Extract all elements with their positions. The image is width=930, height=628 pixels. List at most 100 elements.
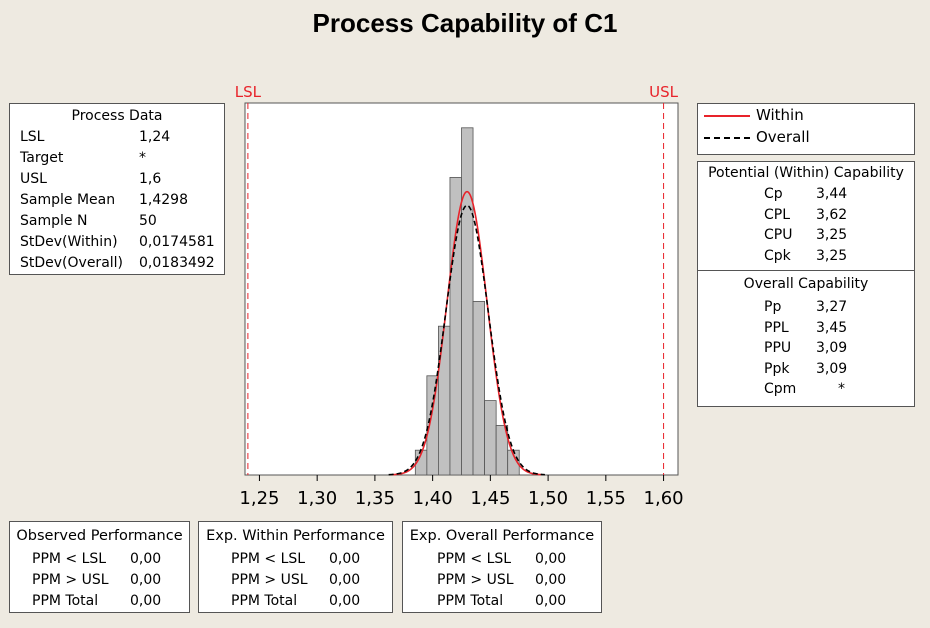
capability-panel: Potential (Within) Capability Cp 3,44 CPL… bbox=[697, 161, 915, 407]
observed-row: PPM < LSL 0,00 bbox=[10, 549, 189, 570]
exp-within-row: PPM > USL 0,00 bbox=[199, 570, 392, 591]
spec-limits: LSL USL bbox=[235, 83, 679, 475]
process-data-row: LSL 1,24 bbox=[10, 127, 224, 148]
overall-label: PPL bbox=[764, 319, 789, 336]
exp-within-value: 0,00 bbox=[329, 551, 361, 567]
potential-label: CPL bbox=[764, 206, 791, 223]
observed-value: 0,00 bbox=[130, 572, 162, 588]
overall-line-swatch bbox=[704, 137, 750, 139]
process-data-value: 1,24 bbox=[139, 129, 171, 145]
exp-overall-label: PPM < LSL bbox=[437, 551, 512, 567]
overall-label: Pp bbox=[764, 299, 782, 315]
overall-value: 3,27 bbox=[816, 299, 848, 315]
x-tick-label: 1,25 bbox=[239, 488, 279, 509]
legend: Within Overall bbox=[697, 103, 915, 155]
potential-row: Cpk 3,25 bbox=[698, 246, 914, 267]
exp-within-value: 0,00 bbox=[329, 572, 361, 588]
process-data-row: USL 1,6 bbox=[10, 169, 224, 190]
process-data-row: StDev(Within) 0,0174581 bbox=[10, 232, 224, 253]
overall-value: 3,09 bbox=[816, 340, 848, 356]
exp-within-label: PPM < LSL bbox=[231, 551, 306, 567]
exp-within-label: PPM Total bbox=[231, 593, 298, 609]
usl-label: USL bbox=[649, 83, 679, 101]
exp-overall-performance-header: Exp. Overall Performance bbox=[409, 528, 595, 544]
potential-value: 3,25 bbox=[816, 227, 848, 243]
process-data-row: Sample N 50 bbox=[10, 211, 224, 232]
histogram-bar bbox=[461, 127, 474, 476]
potential-row: CPL 3,62 bbox=[698, 205, 914, 226]
exp-overall-row: PPM > USL 0,00 bbox=[403, 570, 601, 591]
histogram-bars bbox=[414, 127, 520, 476]
potential-label: Cpk bbox=[764, 247, 791, 264]
overall-row: Ppk 3,09 bbox=[698, 359, 914, 380]
process-data-value: 0,0174581 bbox=[139, 234, 215, 250]
process-data-label: StDev(Overall) bbox=[20, 255, 124, 271]
process-data-value: * bbox=[139, 150, 146, 166]
observed-row: PPM Total 0,00 bbox=[10, 591, 189, 612]
within-line-swatch bbox=[704, 115, 750, 117]
observed-label: PPM < LSL bbox=[32, 551, 107, 567]
exp-within-performance-header: Exp. Within Performance bbox=[206, 528, 385, 544]
process-data-row: StDev(Overall) 0,0183492 bbox=[10, 253, 224, 274]
exp-within-row: PPM < LSL 0,00 bbox=[199, 549, 392, 570]
potential-value: 3,44 bbox=[816, 186, 848, 202]
overall-capability-header: Overall Capability bbox=[743, 276, 869, 292]
legend-item-overall: Overall bbox=[698, 126, 914, 148]
process-data-label: StDev(Within) bbox=[20, 234, 118, 250]
process-data-value: 1,6 bbox=[139, 171, 162, 187]
legend-item-within: Within bbox=[698, 104, 914, 126]
observed-row: PPM > USL 0,00 bbox=[10, 570, 189, 591]
observed-value: 0,00 bbox=[130, 551, 162, 567]
process-data-row: Sample Mean 1,4298 bbox=[10, 190, 224, 211]
exp-within-label: PPM > USL bbox=[231, 572, 308, 588]
process-data-value: 50 bbox=[139, 213, 157, 229]
exp-overall-value: 0,00 bbox=[535, 593, 567, 609]
overall-value: 3,09 bbox=[816, 360, 848, 377]
exp-overall-row: PPM Total 0,00 bbox=[403, 591, 601, 612]
potential-label: CPU bbox=[764, 227, 793, 243]
x-tick-label: 1,45 bbox=[470, 488, 510, 509]
exp-within-value: 0,00 bbox=[329, 593, 361, 609]
observed-performance-header: Observed Performance bbox=[16, 528, 183, 544]
potential-value: 3,62 bbox=[816, 206, 848, 223]
legend-label-overall: Overall bbox=[756, 128, 810, 146]
process-data-panel: Process Data LSL 1,24 Target * USL 1,6 Samp… bbox=[9, 103, 225, 275]
overall-value: 3,45 bbox=[816, 319, 848, 336]
exp-within-row: PPM Total 0,00 bbox=[199, 591, 392, 612]
process-data-value: 0,0183492 bbox=[139, 255, 215, 271]
overall-row: PPU 3,09 bbox=[698, 338, 914, 359]
overall-value: * bbox=[838, 381, 845, 397]
normal-curves bbox=[388, 190, 545, 476]
exp-overall-label: PPM Total bbox=[437, 593, 504, 609]
x-tick-label: 1,60 bbox=[644, 488, 684, 509]
process-data-label: LSL bbox=[20, 129, 45, 145]
legend-label-within: Within bbox=[756, 106, 804, 124]
overall-label: Cpm bbox=[764, 381, 797, 397]
potential-row: CPU 3,25 bbox=[698, 225, 914, 246]
overall-label: Ppk bbox=[764, 360, 790, 377]
x-tick-label: 1,30 bbox=[297, 488, 337, 509]
overall-row: Pp 3,27 bbox=[698, 297, 914, 318]
process-data-header: Process Data bbox=[71, 108, 163, 124]
potential-label: Cp bbox=[764, 186, 783, 202]
x-tick-label: 1,40 bbox=[413, 488, 453, 509]
chart-title: Process Capability of C1 bbox=[312, 8, 618, 38]
process-data-label: Sample N bbox=[20, 213, 88, 229]
exp-overall-row: PPM < LSL 0,00 bbox=[403, 549, 601, 570]
observed-performance-panel: Observed Performance PPM < LSL 0,00 PPM >… bbox=[9, 521, 190, 613]
normal-curve-within bbox=[392, 190, 542, 476]
observed-label: PPM > USL bbox=[32, 572, 109, 588]
process-data-row: Target * bbox=[10, 148, 224, 169]
process-data-label: Sample Mean bbox=[20, 192, 116, 208]
process-data-label: USL bbox=[20, 171, 47, 187]
x-tick-label: 1,55 bbox=[586, 488, 626, 509]
process-data-value: 1,4298 bbox=[139, 192, 188, 208]
x-axis-ticks: 1,25 1,30 1,35 1,40 1,45 1,50 1,55 1,60 bbox=[239, 475, 684, 509]
exp-overall-performance-panel: Exp. Overall Performance PPM < LSL 0,00 P… bbox=[402, 521, 602, 613]
observed-value: 0,00 bbox=[130, 593, 162, 609]
exp-within-performance-panel: Exp. Within Performance PPM < LSL 0,00 PP… bbox=[198, 521, 393, 613]
lsl-label: LSL bbox=[235, 83, 262, 101]
overall-row: Cpm * bbox=[698, 379, 914, 400]
x-tick-label: 1,35 bbox=[355, 488, 395, 509]
